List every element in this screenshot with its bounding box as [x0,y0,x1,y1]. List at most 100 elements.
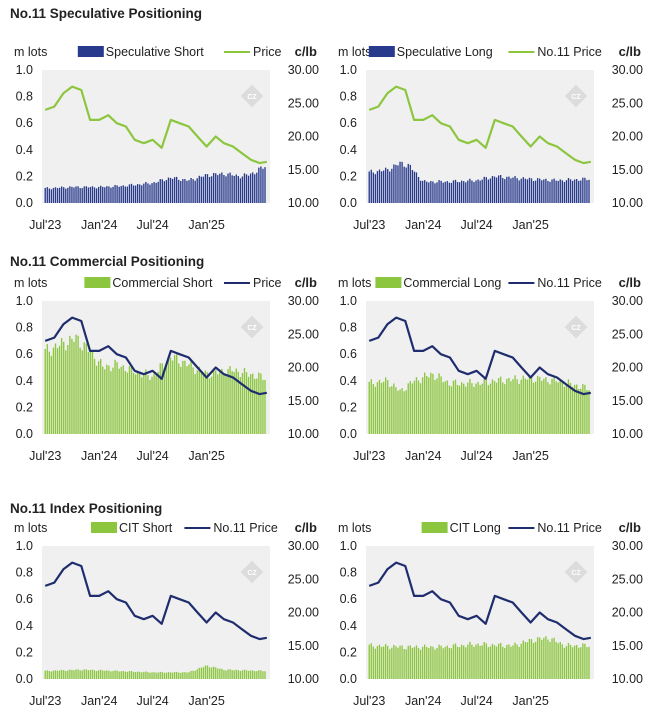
bar [520,379,522,434]
bar [528,177,531,203]
bar [405,167,407,203]
bar [576,179,578,203]
bar [134,672,137,679]
bar [565,180,568,203]
bar [569,644,572,679]
bar [580,388,582,434]
bar [223,374,225,434]
y-left-tick-label: 1.0 [340,294,357,308]
bar [196,669,198,679]
left-axis-unit: m lots [338,521,371,535]
y-left-tick-label: 0.8 [340,321,357,335]
y-left-tick-label: 0.2 [340,169,357,183]
bar [231,175,233,203]
bar [545,377,547,434]
x-tick-label: Jan'24 [81,449,117,463]
bar [508,644,510,679]
bar [584,643,586,679]
x-tick-label: Jan'24 [405,694,441,708]
bar [440,645,442,679]
bar [81,188,83,203]
bar [547,382,549,434]
y-right-tick-label: 30.00 [288,294,319,308]
bar [473,386,475,434]
bar [229,669,231,679]
bar [237,670,239,679]
bar [557,643,559,679]
bar [239,376,242,434]
bar [454,179,457,203]
bar [417,176,420,203]
bar [567,379,570,434]
bar [536,375,539,434]
bar [512,645,514,679]
bar [67,670,69,679]
x-tick-label: Jul'24 [136,218,168,232]
bar [77,335,79,434]
bar [376,645,379,679]
bar [231,670,233,679]
bar [260,670,262,679]
bar [58,345,61,434]
bar [71,669,73,679]
bar [176,671,178,679]
bar [372,172,375,203]
bar [178,672,180,679]
bar [256,378,258,434]
bar [73,341,75,434]
bar [75,669,77,679]
bar [118,368,120,434]
bar [171,360,174,434]
bar [393,164,395,203]
right-axis-unit: c/lb [619,44,641,59]
x-tick-label: Jul'23 [353,694,385,708]
bar [446,380,448,434]
bar [426,181,428,203]
bar [210,667,213,679]
bar [126,186,129,203]
bar [569,382,572,434]
bar [553,178,555,203]
bar [114,670,116,679]
bar [247,670,250,679]
bar [421,180,424,203]
bar [264,671,266,679]
bar [69,669,71,679]
y-left-tick-label: 0.2 [16,645,33,659]
bar [63,187,65,203]
bar [512,379,514,434]
chart-svg: m lots 1.0 0.8 0.6 0.4 0.2 0.0 c/lb 30.00 25.00 20… [14,520,319,708]
bar [506,176,508,203]
bar [380,646,383,679]
bar [374,174,377,203]
bar [502,646,504,679]
bar [56,188,59,203]
legend-label-line: No.11 Price [213,521,277,535]
bar [188,672,190,679]
bar [380,382,383,434]
bar [415,645,418,679]
bar [186,672,188,679]
bar [102,366,104,434]
bar [475,383,477,434]
bar [196,178,198,203]
bar [399,389,401,434]
watermark-text: CZ [571,94,581,101]
bar [225,376,227,434]
bar [212,369,215,434]
bar [141,377,143,434]
bar [477,179,479,203]
bar [110,671,112,679]
y-left-tick-label: 0.6 [340,592,357,606]
bar [370,169,372,203]
bar [63,670,65,679]
bar [514,642,516,679]
bar [553,376,555,434]
y-right-tick-label: 15.00 [612,163,643,177]
bar [378,169,381,203]
bar [493,176,496,203]
chart-svg: m lots 1.0 0.8 0.6 0.4 0.2 0.0 c/lb 30.00 25.00 20… [338,520,643,708]
y-left-tick-label: 0.2 [16,169,33,183]
x-tick-label: Jul'24 [460,218,492,232]
bar [500,175,502,203]
